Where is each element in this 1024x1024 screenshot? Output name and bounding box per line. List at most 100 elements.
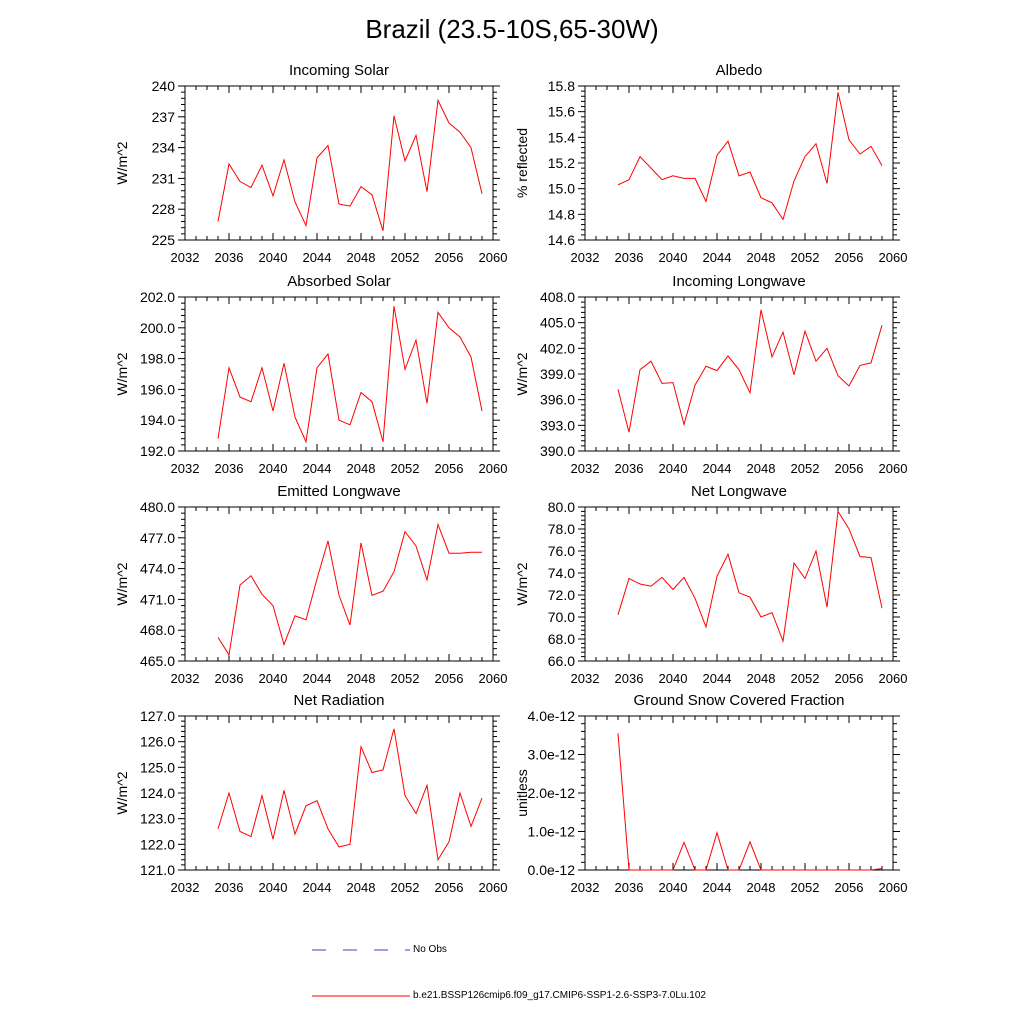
y-tick-label: 198.0 <box>140 351 175 367</box>
panel-title: Incoming Solar <box>288 62 390 79</box>
y-axis-label: % reflected <box>514 128 530 198</box>
x-tick-label: 2032 <box>571 250 600 265</box>
x-tick-label: 2052 <box>391 250 420 265</box>
panel-5: 2032 2036 2040 2044 2048 2052 2056 2060 465.0 468… <box>114 499 507 686</box>
x-tick-label: 2040 <box>259 250 288 265</box>
y-tick-label: 390.0 <box>540 443 575 459</box>
panel-title: Net Radiation <box>293 692 385 709</box>
panel-4: 2032 2036 2040 2044 2048 2052 2056 2060 390.0 393… <box>514 289 907 476</box>
y-tick-label: 76.0 <box>548 543 575 559</box>
y-tick-label: 78.0 <box>548 521 575 537</box>
x-tick-label: 2048 <box>347 880 376 895</box>
plot-frame <box>584 715 894 871</box>
x-tick-label: 2036 <box>615 880 644 895</box>
y-tick-label: 74.0 <box>548 565 575 581</box>
y-tick-label: 14.6 <box>548 232 575 248</box>
y-tick-label: 66.0 <box>548 653 575 669</box>
y-tick-label: 68.0 <box>548 631 575 647</box>
x-tick-label: 2040 <box>659 880 688 895</box>
y-tick-label: 123.0 <box>140 811 175 827</box>
y-tick-label: 72.0 <box>548 587 575 603</box>
y-axis-label: W/m^2 <box>114 562 130 605</box>
y-tick-label: 124.0 <box>140 785 175 801</box>
panel-title: Absorbed Solar <box>287 273 391 290</box>
y-tick-label: 14.8 <box>548 206 575 222</box>
x-tick-label: 2032 <box>171 880 200 895</box>
x-tick-label: 2052 <box>791 671 820 686</box>
plot-frame <box>584 296 894 452</box>
plot-frame <box>584 85 894 241</box>
x-tick-label: 2044 <box>703 250 732 265</box>
figure-title: Brazil (23.5-10S,65-30W) <box>365 14 659 44</box>
y-tick-label: 194.0 <box>140 412 175 428</box>
x-tick-label: 2044 <box>703 671 732 686</box>
y-tick-label: 237 <box>152 109 176 125</box>
y-tick-label: 4.0e-12 <box>528 708 576 724</box>
x-tick-label: 2056 <box>835 880 864 895</box>
x-tick-label: 2048 <box>747 461 776 476</box>
y-tick-label: 474.0 <box>140 561 175 577</box>
x-tick-label: 2040 <box>259 880 288 895</box>
y-axis-label: W/m^2 <box>114 352 130 395</box>
y-tick-label: 121.0 <box>140 862 175 878</box>
x-tick-label: 2060 <box>479 880 508 895</box>
x-tick-label: 2036 <box>615 461 644 476</box>
y-tick-label: 477.0 <box>140 530 175 546</box>
x-tick-label: 2056 <box>435 880 464 895</box>
y-tick-label: 3.0e-12 <box>528 747 576 763</box>
y-tick-label: 70.0 <box>548 609 575 625</box>
panel-title: Net Longwave <box>691 483 787 500</box>
x-tick-label: 2060 <box>879 880 908 895</box>
x-tick-label: 2044 <box>303 880 332 895</box>
panel-3: 2032 2036 2040 2044 2048 2052 2056 2060 192.0 194… <box>114 289 507 476</box>
panel-7: 2032 2036 2040 2044 2048 2052 2056 2060 121.0 122… <box>114 708 507 895</box>
x-tick-label: 2056 <box>435 461 464 476</box>
plot-frame <box>584 506 894 662</box>
y-tick-label: 231 <box>152 170 176 186</box>
y-tick-label: 125.0 <box>140 759 175 775</box>
x-tick-label: 2052 <box>391 461 420 476</box>
y-tick-label: 196.0 <box>140 381 175 397</box>
y-tick-label: 396.0 <box>540 392 575 408</box>
x-tick-label: 2036 <box>615 250 644 265</box>
y-tick-label: 15.2 <box>548 155 575 171</box>
x-tick-label: 2044 <box>303 461 332 476</box>
y-tick-label: 200.0 <box>140 320 175 336</box>
y-tick-label: 126.0 <box>140 734 175 750</box>
x-tick-label: 2056 <box>835 671 864 686</box>
panel-title: Albedo <box>715 62 763 79</box>
y-tick-label: 408.0 <box>540 289 575 305</box>
y-tick-label: 228 <box>152 201 176 217</box>
x-tick-label: 2056 <box>835 461 864 476</box>
x-tick-label: 2040 <box>659 250 688 265</box>
panel-title: Incoming Longwave <box>672 273 806 290</box>
x-tick-label: 2056 <box>435 250 464 265</box>
x-tick-label: 2036 <box>215 671 244 686</box>
y-tick-label: 15.8 <box>548 78 575 94</box>
x-tick-label: 2048 <box>747 880 776 895</box>
x-tick-label: 2052 <box>391 671 420 686</box>
series-line <box>617 509 883 644</box>
x-tick-label: 2060 <box>879 671 908 686</box>
y-tick-label: 202.0 <box>140 289 175 305</box>
panel-2: 2032 2036 2040 2044 2048 2052 2056 2060 14.6 14.8… <box>514 78 907 265</box>
y-axis-label: W/m^2 <box>114 771 130 814</box>
series-line <box>217 306 483 444</box>
y-tick-label: 127.0 <box>140 708 175 724</box>
x-tick-label: 2056 <box>835 250 864 265</box>
x-tick-label: 2052 <box>391 880 420 895</box>
x-tick-label: 2040 <box>659 461 688 476</box>
x-tick-label: 2032 <box>171 461 200 476</box>
y-tick-label: 240 <box>152 78 176 94</box>
y-axis-label: W/m^2 <box>514 352 530 395</box>
x-tick-label: 2052 <box>791 250 820 265</box>
y-tick-label: 80.0 <box>548 499 575 515</box>
panel-title: Ground Snow Covered Fraction <box>633 692 845 709</box>
x-tick-label: 2060 <box>879 461 908 476</box>
panel-1: 2032 2036 2040 2044 2048 2052 2056 2060 225 228 23… <box>114 78 507 265</box>
x-tick-label: 2036 <box>215 880 244 895</box>
y-tick-label: 399.0 <box>540 366 575 382</box>
x-tick-label: 2044 <box>303 671 332 686</box>
x-tick-label: 2036 <box>615 671 644 686</box>
